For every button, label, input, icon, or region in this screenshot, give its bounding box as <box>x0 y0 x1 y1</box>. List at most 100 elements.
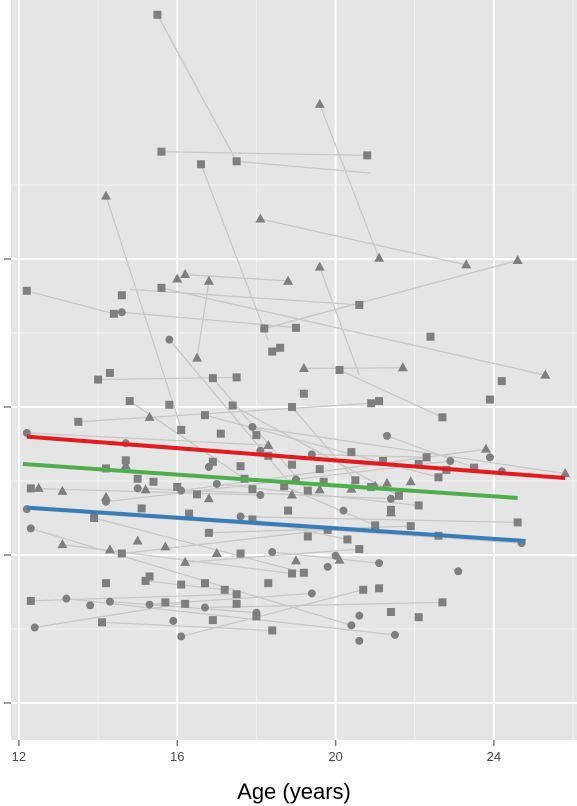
data-point-square <box>22 286 31 295</box>
trajectory-segment <box>386 435 475 469</box>
data-point-square <box>386 607 395 616</box>
data-point-triangle <box>132 535 143 545</box>
trajectory-segment <box>149 592 312 606</box>
data-point-square <box>232 157 241 166</box>
trajectory-segment <box>319 266 360 376</box>
data-point-square <box>101 579 110 588</box>
data-point-square <box>141 576 150 585</box>
data-point-square <box>367 399 376 408</box>
trajectory-segment <box>26 432 273 447</box>
data-point-triangle <box>104 544 115 554</box>
trajectory-segment <box>66 598 396 636</box>
data-point-triangle <box>180 556 191 566</box>
data-point-circle <box>26 524 35 533</box>
trajectory-segment <box>156 14 238 162</box>
data-point-square <box>426 332 435 341</box>
data-point-circle <box>204 462 213 471</box>
data-point-square <box>236 462 245 471</box>
data-point-triangle <box>290 555 301 565</box>
trajectory-segment <box>62 543 293 575</box>
data-point-triangle <box>120 459 131 469</box>
data-point-square <box>26 484 35 493</box>
data-point-square <box>351 476 360 485</box>
data-point-circle <box>248 422 257 431</box>
y-axis <box>4 258 11 704</box>
data-point-triangle <box>100 190 111 200</box>
data-point-square <box>200 411 209 420</box>
data-point-circle <box>256 491 265 500</box>
data-point-square <box>288 460 297 469</box>
data-point-triangle <box>255 213 266 223</box>
data-point-square <box>173 482 182 491</box>
data-point-square <box>161 598 170 607</box>
data-point-circle <box>133 484 142 493</box>
x-tick-label: 24 <box>487 749 501 764</box>
data-point-square <box>26 596 35 605</box>
data-point-square <box>288 403 297 411</box>
data-point-circle <box>169 616 178 625</box>
data-point-triangle <box>172 273 183 283</box>
data-point-triangle <box>334 554 345 564</box>
data-point-circle <box>145 600 154 609</box>
data-point-square <box>232 590 241 599</box>
data-point-circle <box>454 567 463 576</box>
trajectory-segment <box>30 527 352 626</box>
data-point-circle <box>485 453 494 462</box>
data-point-circle <box>252 608 261 617</box>
data-point-square <box>355 545 364 554</box>
trajectory-segment <box>161 151 368 157</box>
data-point-triangle <box>314 261 325 271</box>
trajectory-segment <box>121 529 328 555</box>
fit-line-2 <box>22 461 518 501</box>
trajectory-segment <box>196 281 210 359</box>
data-point-square <box>355 300 364 309</box>
trajectory-segment <box>339 369 443 418</box>
data-point-square <box>220 585 229 594</box>
data-point-triangle <box>461 259 472 269</box>
data-point-square <box>485 395 494 404</box>
data-point-square <box>375 397 384 406</box>
data-point-triangle <box>512 254 523 264</box>
data-point-triangle <box>57 485 68 495</box>
trajectory-segment <box>185 273 293 282</box>
data-point-square <box>157 147 166 156</box>
data-point-square <box>276 343 285 352</box>
data-point-circle <box>200 603 209 612</box>
trajectory-segment <box>240 515 518 524</box>
data-point-square <box>335 366 344 374</box>
data-point-square <box>252 431 261 440</box>
data-point-circle <box>355 636 364 645</box>
data-point-square <box>105 368 114 377</box>
data-point-square <box>98 618 107 627</box>
data-point-square <box>513 518 522 527</box>
trajectory-segment <box>26 290 115 315</box>
data-point-triangle <box>480 443 491 453</box>
data-point-circle <box>355 611 364 620</box>
x-tick-label: 12 <box>12 749 26 764</box>
data-point-triangle <box>374 252 385 262</box>
data-point-square <box>157 283 166 292</box>
data-point-triangle <box>160 541 171 551</box>
data-point-square <box>177 580 186 589</box>
trajectory-segment <box>93 517 305 574</box>
data-point-circle <box>347 621 356 630</box>
trajectory-segment <box>129 288 360 306</box>
data-point-square <box>268 347 277 356</box>
data-point-square <box>236 549 245 558</box>
data-point-triangle <box>263 439 274 449</box>
data-point-circle <box>375 559 384 568</box>
data-point-triangle <box>180 269 191 279</box>
data-point-square <box>315 465 324 474</box>
data-point-square <box>216 429 225 438</box>
x-axis: 12 16 20 24 <box>12 740 501 764</box>
data-point-square <box>90 514 99 522</box>
trajectory-segment <box>264 259 518 330</box>
data-point-square <box>438 598 447 607</box>
data-point-triangle <box>140 484 151 494</box>
data-point-square <box>153 10 162 19</box>
data-point-circle <box>446 457 455 466</box>
data-point-triangle <box>57 539 68 549</box>
data-point-square <box>137 504 146 513</box>
data-point-circle <box>177 486 186 495</box>
fitted-lines <box>22 434 566 543</box>
